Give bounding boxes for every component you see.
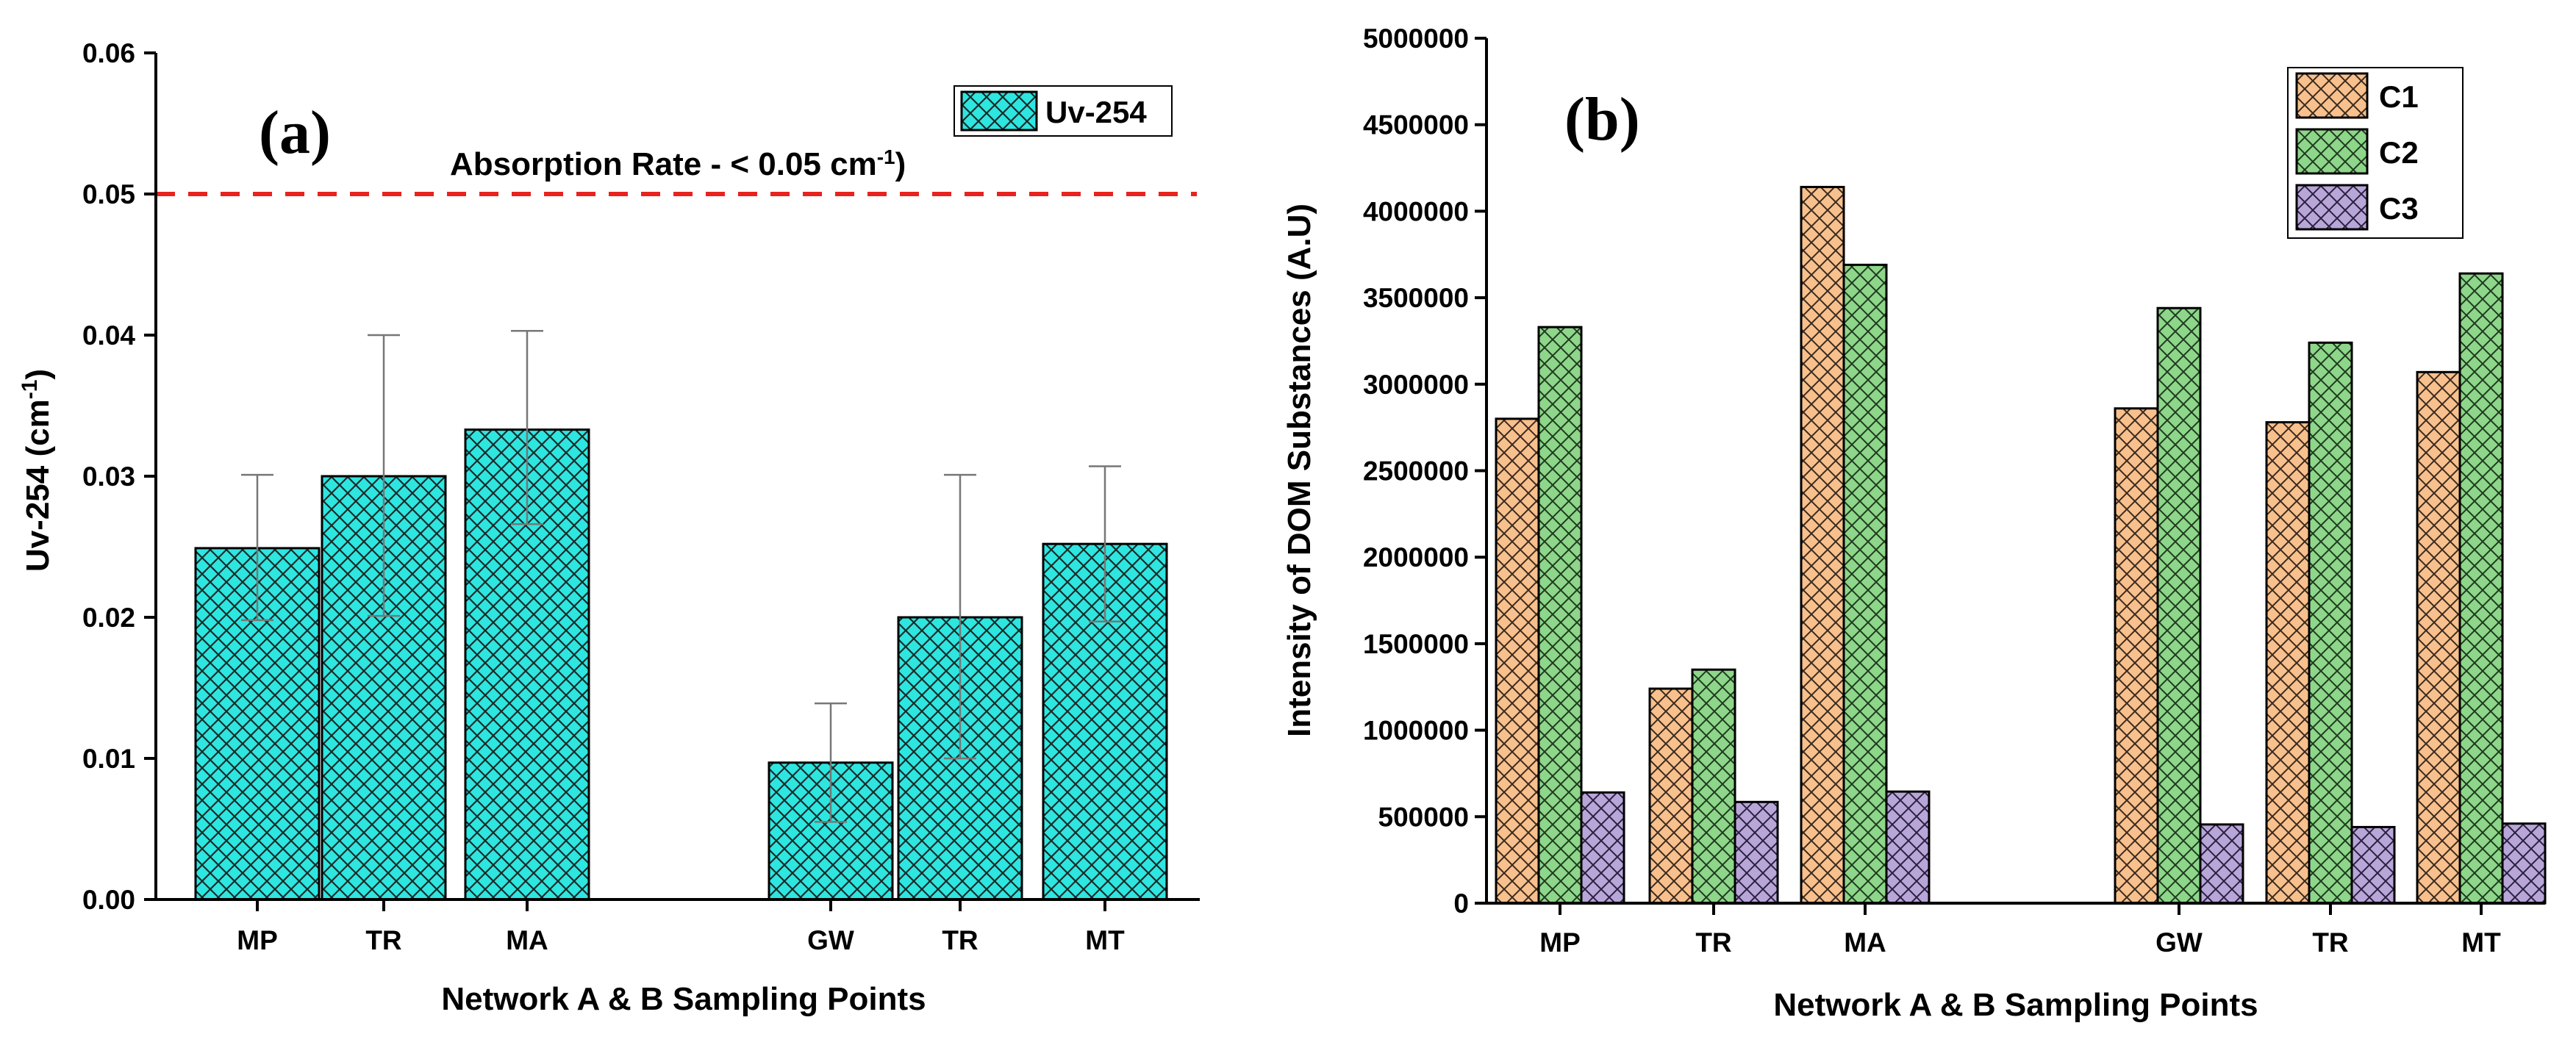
panel-a-legend: Uv-254 bbox=[954, 85, 1173, 137]
legend-swatch-c3 bbox=[2295, 184, 2369, 231]
panel-b-bars bbox=[1495, 185, 2547, 905]
x-tick-label: TR bbox=[365, 925, 401, 955]
panel-b-label: (b) bbox=[1564, 85, 1640, 154]
bar-c3-ma bbox=[1885, 790, 1931, 905]
y-tick-label: 1500000 bbox=[1363, 629, 1469, 659]
x-tick-label: TR bbox=[942, 925, 978, 955]
bar-c2-tr bbox=[2308, 341, 2353, 905]
x-tick-label: MT bbox=[1085, 925, 1125, 955]
bar-c3-gw bbox=[2199, 823, 2244, 905]
bar-c2-gw bbox=[2156, 306, 2202, 905]
panel-a-label: (a) bbox=[259, 98, 331, 167]
x-tick-label: MA bbox=[1844, 927, 1886, 958]
panel-a-error-bars bbox=[241, 329, 1121, 823]
bar-c2-ma bbox=[1842, 263, 1888, 905]
bar-uv254-gw bbox=[768, 761, 894, 901]
x-tick-label: TR bbox=[2312, 927, 2348, 958]
x-tick-label: GW bbox=[807, 925, 854, 955]
bar-c1-tr bbox=[1648, 687, 1694, 905]
x-tick-label: MT bbox=[2461, 927, 2501, 958]
panel-b-legend: C1 C2 C3 bbox=[2287, 67, 2464, 239]
y-tick-label: 0.04 bbox=[82, 320, 135, 351]
y-tick-label: 0 bbox=[1453, 888, 1469, 919]
bar-c3-mp bbox=[1580, 791, 1625, 905]
y-tick-label: 2500000 bbox=[1363, 456, 1469, 486]
x-tick-label: MA bbox=[506, 925, 548, 955]
legend-label-c2: C2 bbox=[2379, 135, 2419, 170]
panel-b: 0 500000 1000000 1500000 2000000 2500000 30000… bbox=[1281, 24, 2547, 1023]
x-tick-label: TR bbox=[1695, 927, 1731, 958]
bar-c2-mt bbox=[2458, 272, 2504, 905]
x-tick-label: GW bbox=[2155, 927, 2203, 958]
legend-label-c1: C1 bbox=[2379, 79, 2419, 114]
y-tick-label: 3500000 bbox=[1363, 283, 1469, 313]
y-tick-label: 5000000 bbox=[1363, 24, 1469, 54]
legend-swatch-uv254 bbox=[960, 90, 1038, 132]
bar-c1-gw bbox=[2114, 407, 2159, 905]
threshold-label: Absorption Rate - < 0.05 cm-1) bbox=[450, 146, 906, 183]
y-tick-label: 4500000 bbox=[1363, 110, 1469, 140]
bar-c3-mt bbox=[2501, 822, 2547, 905]
x-tick-label: MP bbox=[1539, 927, 1581, 958]
y-tick-label: 3000000 bbox=[1363, 370, 1469, 400]
y-tick-label: 0.06 bbox=[82, 38, 135, 68]
y-tick-label: 1000000 bbox=[1363, 716, 1469, 746]
y-tick-label: 4000000 bbox=[1363, 196, 1469, 226]
bar-c1-mt bbox=[2416, 370, 2461, 905]
bar-c2-tr bbox=[1691, 668, 1736, 905]
bar-c1-tr bbox=[2265, 421, 2311, 905]
y-tick-label: 0.03 bbox=[82, 462, 135, 492]
legend-label-uv254: Uv-254 bbox=[1045, 95, 1147, 129]
y-tick-label: 0.01 bbox=[82, 744, 135, 774]
x-tick-label: MP bbox=[237, 925, 278, 955]
bar-c1-ma bbox=[1800, 185, 1845, 905]
panel-a-x-ticks: MP TR MA GW TR MT bbox=[237, 899, 1125, 955]
bar-c2-mp bbox=[1537, 326, 1583, 905]
panel-a: Absorption Rate - < 0.05 cm-1) 0.000.010… bbox=[18, 38, 1200, 1017]
panel-a-y-axis-title: Uv-254 (cm-1) bbox=[18, 369, 57, 572]
panel-a-x-axis-title: Network A & B Sampling Points bbox=[441, 981, 926, 1017]
legend-swatch-c2 bbox=[2295, 128, 2369, 175]
legend-swatch-c1 bbox=[2295, 72, 2369, 119]
y-tick-label: 500000 bbox=[1378, 802, 1469, 832]
bar-c1-mp bbox=[1495, 417, 1540, 905]
legend-label-c3: C3 bbox=[2379, 191, 2419, 226]
y-tick-label: 0.00 bbox=[82, 885, 135, 915]
panel-b-x-ticks: MP TR MA GW TR MT bbox=[1539, 903, 2501, 958]
panel-a-bars bbox=[194, 428, 1168, 901]
y-tick-label: 0.02 bbox=[82, 603, 135, 633]
panel-a-y-ticks: 0.00 0.01 0.02 0.03 0.04 0.05 0.06 bbox=[82, 38, 156, 915]
y-tick-label: 0.05 bbox=[82, 179, 135, 209]
panel-b-x-axis-title: Network A & B Sampling Points bbox=[1773, 987, 2258, 1023]
y-tick-label: 2000000 bbox=[1363, 542, 1469, 572]
panel-b-y-axis-title: Intensity of DOM Substances (A.U) bbox=[1281, 204, 1317, 737]
panel-b-y-ticks: 0 500000 1000000 1500000 2000000 2500000 30000… bbox=[1363, 24, 1486, 919]
bar-c3-tr bbox=[2350, 825, 2396, 905]
bar-c3-tr bbox=[1734, 800, 1779, 905]
